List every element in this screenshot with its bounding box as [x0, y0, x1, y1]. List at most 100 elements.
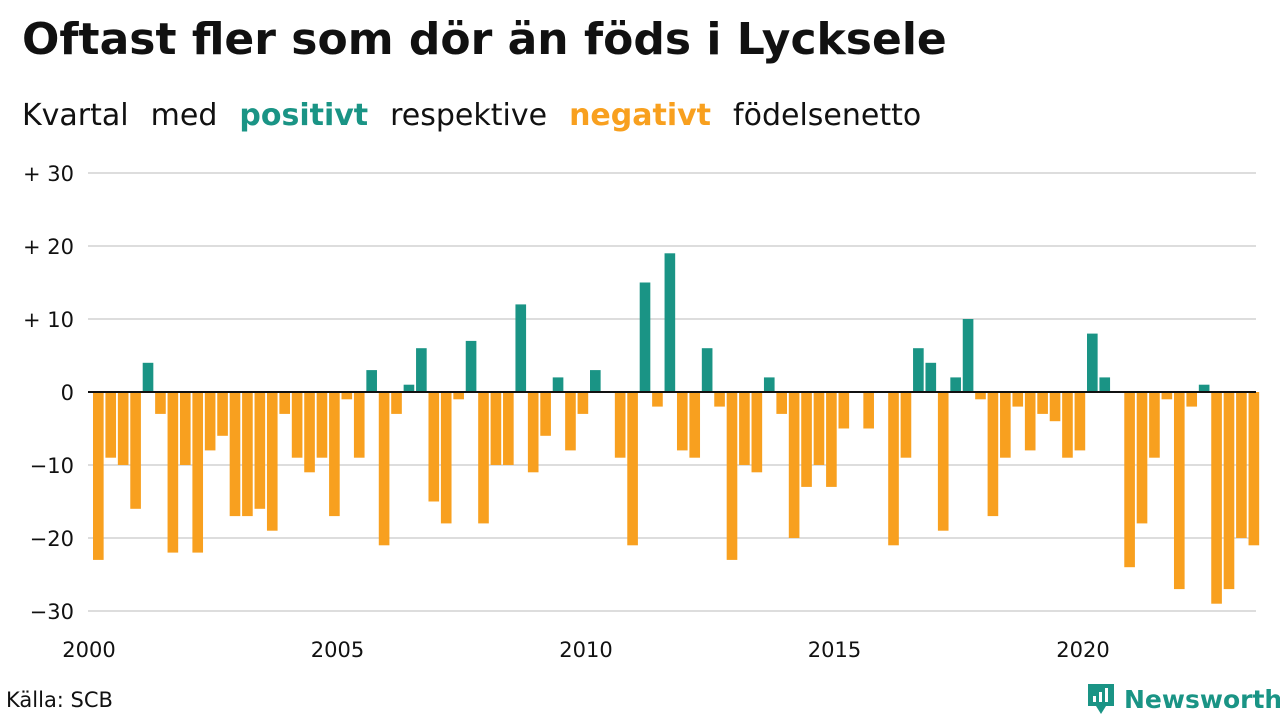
x-tick-label: 2005 [311, 638, 364, 662]
bar-2009Q1 [540, 392, 551, 436]
bar-2012Q1 [689, 392, 701, 458]
bar-2000Q2 [105, 392, 117, 458]
y-tick-label: + 10 [23, 308, 74, 332]
y-tick-label: + 20 [23, 235, 74, 259]
bar-2023Q1 [1236, 392, 1247, 538]
bar-2010Q1 [590, 370, 601, 392]
bar-2015Q1 [838, 392, 850, 429]
subtitle-prefix: Kvartal [22, 98, 129, 133]
bar-2007Q3 [465, 340, 477, 392]
bar-2000Q1 [93, 392, 104, 560]
bar-2020Q1 [1087, 333, 1098, 392]
bar-2008Q3 [515, 304, 527, 392]
newsworthy-logo-icon [1088, 684, 1114, 714]
bar-2013Q1 [739, 392, 750, 465]
chart-subtitle: Kvartal med positivt respektive negativt föde… [22, 98, 943, 133]
bar-2011Q1 [639, 282, 651, 392]
bar-2004Q3 [316, 392, 328, 458]
bars [93, 253, 1260, 604]
bar-2005Q1 [341, 392, 353, 400]
bar-2017Q2 [950, 377, 961, 392]
brand[interactable]: Newsworthy [1086, 682, 1280, 716]
bar-2003Q4 [279, 392, 291, 414]
x-tick-label: 2010 [559, 638, 612, 662]
bar-2008Q2 [503, 392, 514, 465]
x-tick-label: 2020 [1056, 638, 1109, 662]
bar-2013Q4 [776, 392, 788, 414]
bar-2002Q1 [192, 392, 204, 553]
bar-2019Q2 [1049, 392, 1061, 422]
bar-2007Q2 [453, 392, 464, 400]
bar-2019Q4 [1074, 392, 1086, 451]
bar-2018Q1 [987, 392, 999, 517]
bar-2004Q4 [329, 392, 340, 517]
bar-2005Q3 [366, 370, 377, 392]
bar-2022Q1 [1186, 392, 1198, 407]
y-tick-label: + 30 [23, 162, 74, 186]
bar-2022Q3 [1211, 392, 1222, 604]
bar-2019Q1 [1037, 392, 1048, 414]
bar-2009Q3 [565, 392, 576, 451]
bar-2016Q3 [913, 348, 924, 392]
bar-2010Q3 [614, 392, 626, 458]
bar-2018Q3 [1012, 392, 1024, 407]
bar-2007Q4 [478, 392, 489, 524]
bar-2020Q4 [1124, 392, 1135, 568]
bar-2021Q3 [1161, 392, 1173, 400]
bar-2001Q3 [167, 392, 179, 553]
bar-2002Q4 [229, 392, 241, 517]
y-tick-label: −20 [30, 527, 74, 551]
bar-2011Q4 [676, 392, 688, 451]
bar-2000Q3 [117, 392, 129, 465]
subtitle-suffix: födelsenetto [733, 98, 922, 133]
bar-2017Q1 [937, 392, 949, 531]
bar-2017Q4 [975, 392, 986, 400]
bar-2001Q1 [142, 362, 154, 392]
y-tick-label: −10 [30, 454, 74, 478]
bar-2008Q4 [527, 392, 539, 473]
bar-2023Q2 [1248, 392, 1260, 546]
bar-2017Q3 [962, 319, 974, 392]
chart-title: Oftast fler som dör än föds i Lycksele [22, 14, 947, 65]
bar-2005Q4 [378, 392, 390, 546]
brand-name: Newsworthy [1124, 684, 1280, 714]
bar-2018Q4 [1024, 392, 1036, 451]
bar-2016Q1 [888, 392, 899, 546]
bar-2004Q1 [291, 392, 303, 458]
bar-2014Q1 [788, 392, 800, 538]
bar-2002Q2 [204, 392, 216, 451]
subtitle-positive-word: positivt [239, 98, 369, 133]
bar-2006Q3 [416, 348, 427, 392]
bar-2013Q2 [751, 392, 763, 473]
axes: + 30 + 20 + 10 0 −10 −20 −30 2000 2005 2010 2015 20… [23, 162, 1256, 662]
bar-2014Q4 [826, 392, 837, 487]
y-tick-label: 0 [61, 381, 74, 405]
bar-2021Q1 [1136, 392, 1148, 524]
subtitle-middle: respektive [390, 98, 548, 133]
bar-2003Q1 [242, 392, 253, 517]
bar-2020Q2 [1099, 377, 1111, 392]
bar-2004Q2 [304, 392, 315, 473]
bar-2006Q4 [428, 392, 440, 502]
bar-2018Q2 [1000, 392, 1011, 458]
bar-2001Q4 [179, 392, 191, 465]
bar-2009Q2 [552, 377, 564, 392]
bar-2001Q2 [155, 392, 166, 414]
bar-2022Q4 [1223, 392, 1235, 590]
bar-2003Q3 [266, 392, 278, 531]
bar-2019Q3 [1062, 392, 1073, 458]
bar-2021Q4 [1173, 392, 1185, 590]
bar-2008Q1 [490, 392, 502, 465]
bar-2011Q3 [664, 253, 676, 392]
bar-2006Q2 [403, 384, 415, 392]
y-tick-label: −30 [30, 600, 74, 624]
bar-2005Q2 [353, 392, 365, 458]
x-tick-label: 2000 [62, 638, 115, 662]
subtitle-negative-word: negativt [569, 98, 712, 133]
bar-2011Q2 [652, 392, 663, 407]
bar-2012Q3 [714, 392, 725, 407]
bar-2007Q1 [440, 392, 452, 524]
bar-2016Q4 [925, 362, 937, 392]
bar-2015Q3 [863, 392, 874, 429]
bar-2014Q2 [801, 392, 812, 487]
